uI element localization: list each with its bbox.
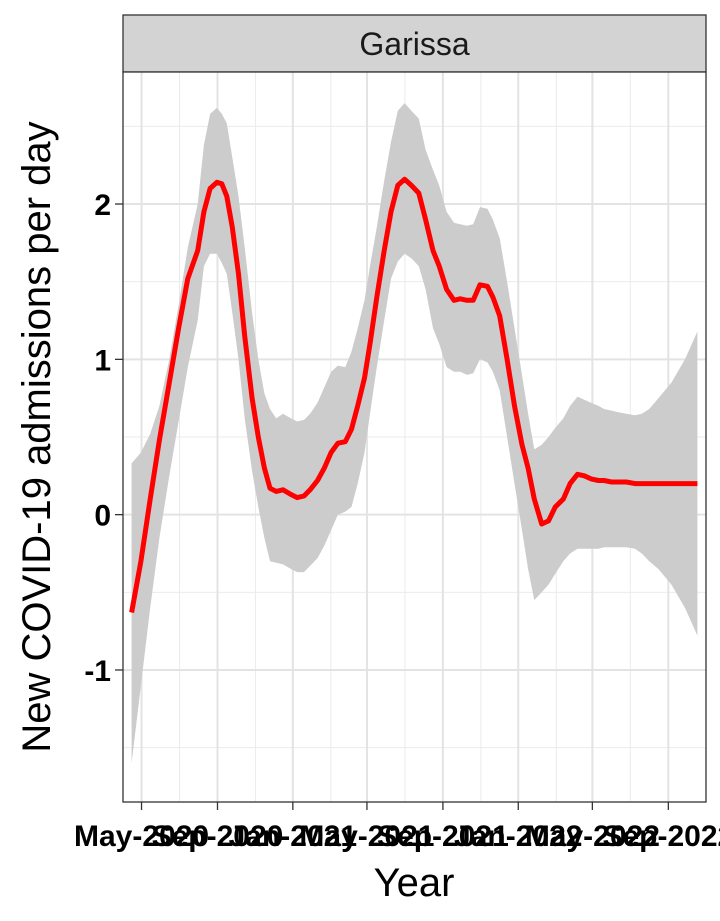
y-tick-label: 1 xyxy=(94,344,111,377)
x-axis-title: Year xyxy=(374,861,455,905)
x-tick-label: Sep-2021 xyxy=(377,820,509,853)
panel-title: Garissa xyxy=(359,26,469,62)
y-tick-label: 0 xyxy=(94,500,111,533)
y-tick-label: 2 xyxy=(94,189,111,222)
series-line xyxy=(129,176,698,613)
line-layer xyxy=(129,176,698,613)
y-axis: -1 0 1 2 xyxy=(84,189,123,688)
x-axis: May-2020Sep-2020Jan-2021May-2021Sep-2021… xyxy=(74,802,720,853)
panel-strip xyxy=(122,14,707,73)
x-tick-label: May-2021 xyxy=(299,820,434,853)
x-tick-label: May-2020 xyxy=(74,820,209,853)
x-tick-label: Jan-2022 xyxy=(454,820,582,853)
y-axis-title: New COVID-19 admissions per day xyxy=(15,121,59,752)
x-tick-label: Jan-2021 xyxy=(229,820,357,853)
ribbon-layer xyxy=(131,103,698,764)
y-tick-label: -1 xyxy=(84,655,111,688)
x-tick-label: Sep-2020 xyxy=(152,820,284,853)
x-tick-label: Sep-2022 xyxy=(602,820,720,853)
x-tick-label: May-2022 xyxy=(525,820,660,853)
plot-border xyxy=(122,71,707,803)
confidence-ribbon xyxy=(131,103,698,764)
